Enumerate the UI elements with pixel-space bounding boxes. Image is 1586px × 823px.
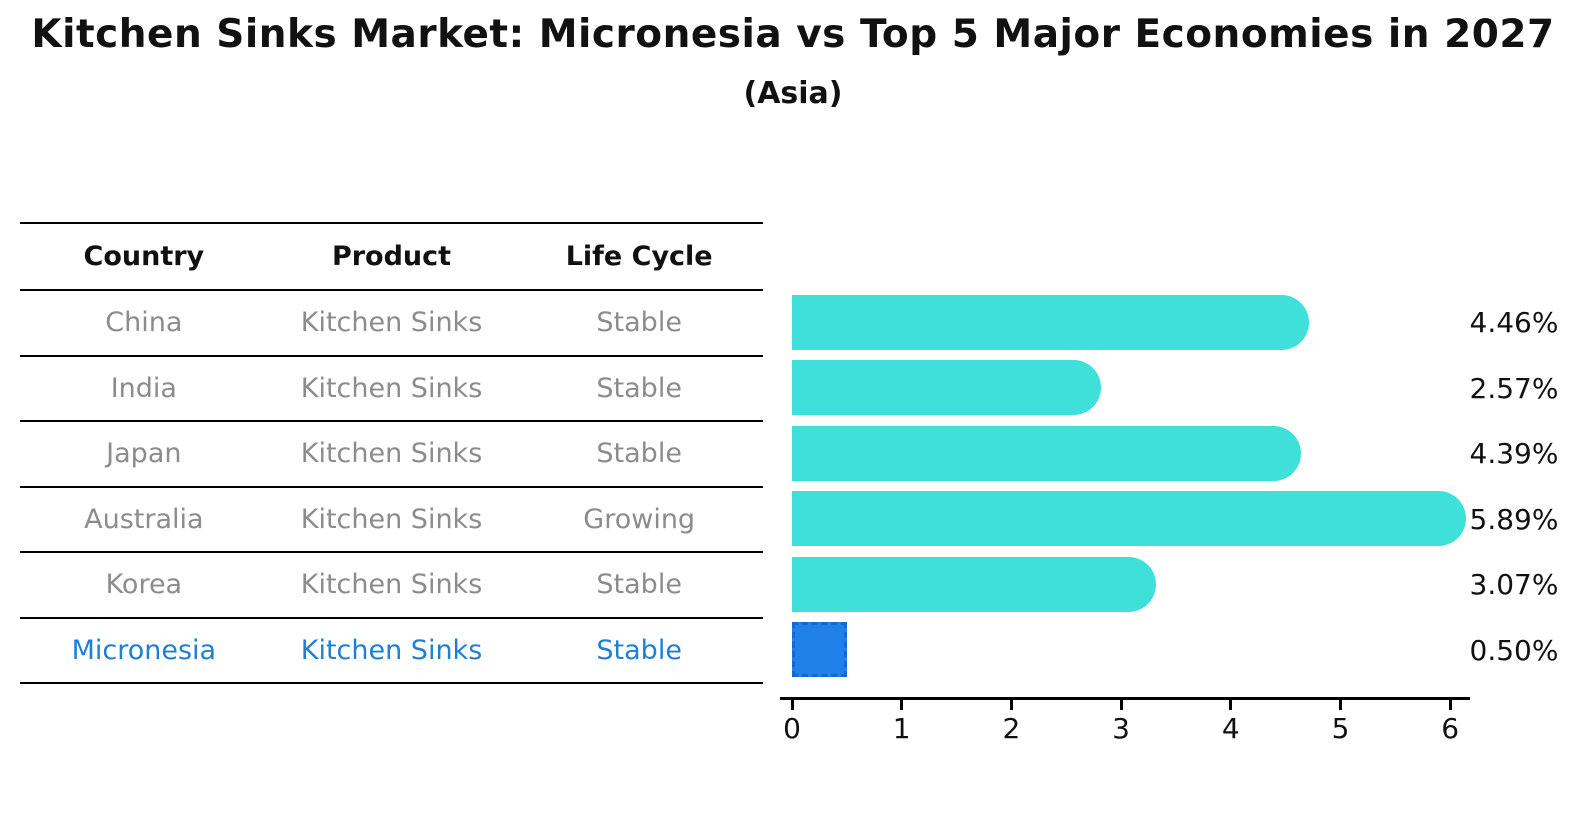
cell-product: Kitchen Sinks: [300, 503, 483, 535]
table-row-india: India Kitchen Sinks Stable: [20, 357, 763, 422]
bar-china: [792, 294, 1309, 350]
bar-australia: [792, 491, 1466, 546]
x-axis-tick-label-0: 0: [783, 712, 801, 745]
cell-product: Kitchen Sinks: [300, 307, 483, 339]
column-header-country: Country: [83, 241, 205, 272]
bar-value-label-australia: 5.89%: [1469, 502, 1559, 536]
x-axis-tick-label-1: 1: [892, 712, 911, 745]
x-axis-tick-5: [1339, 699, 1342, 710]
x-axis-tick-1: [900, 699, 904, 710]
bar-india: [792, 360, 1102, 415]
x-axis-tick-2: [1009, 699, 1013, 710]
cell-life-cycle: Stable: [596, 634, 682, 666]
cell-country: Korea: [105, 569, 183, 601]
x-axis-tick-6: [1448, 699, 1452, 710]
cell-country: Micronesia: [71, 634, 217, 666]
cell-country: Australia: [84, 503, 204, 535]
bar-value-label-china: 4.46%: [1469, 306, 1559, 339]
x-axis-tick-3: [1119, 699, 1123, 710]
chart-title: Kitchen Sinks Market: Micronesia vs Top …: [31, 12, 1555, 57]
cell-product: Kitchen Sinks: [300, 438, 483, 470]
cell-life-cycle: Stable: [596, 372, 682, 404]
x-axis-tick-4: [1229, 699, 1233, 710]
cell-country: Japan: [106, 438, 182, 470]
x-axis-tick-0: [790, 699, 794, 710]
bar-value-label-micronesia: 0.50%: [1469, 633, 1559, 667]
cell-life-cycle: Growing: [583, 503, 696, 535]
cell-product: Kitchen Sinks: [300, 569, 483, 601]
x-axis-tick-label-3: 3: [1112, 712, 1130, 745]
bar-micronesia: [792, 622, 847, 677]
x-axis-line: [780, 697, 1470, 700]
x-axis-tick-label-2: 2: [1002, 712, 1021, 745]
table-header-row: Country Product Life Cycle: [20, 222, 763, 291]
table-row-china: China Kitchen Sinks Stable: [20, 291, 763, 357]
cell-country: India: [110, 372, 177, 404]
chart-subtitle: (Asia): [743, 76, 843, 111]
column-header-life-cycle: Life Cycle: [565, 241, 713, 272]
bar-japan: [792, 425, 1302, 481]
table-row-japan: Japan Kitchen Sinks Stable: [20, 422, 763, 488]
cell-life-cycle: Stable: [596, 569, 682, 601]
cell-country: China: [105, 307, 183, 339]
country-table: Country Product Life Cycle China Kitchen…: [20, 222, 763, 684]
bar-value-label-japan: 4.39%: [1469, 437, 1559, 470]
bar-value-label-korea: 3.07%: [1469, 568, 1559, 601]
bar-korea: [792, 556, 1157, 612]
x-axis-tick-label-4: 4: [1221, 712, 1240, 745]
bar-value-label-india: 2.57%: [1469, 371, 1559, 405]
table-row-australia: Australia Kitchen Sinks Growing: [20, 488, 763, 553]
column-header-product: Product: [331, 241, 452, 272]
cell-life-cycle: Stable: [596, 438, 682, 470]
table-row-korea: Korea Kitchen Sinks Stable: [20, 553, 763, 619]
x-axis-tick-label-5: 5: [1331, 712, 1350, 745]
cell-life-cycle: Stable: [596, 307, 682, 339]
cell-product: Kitchen Sinks: [300, 372, 483, 404]
table-row-micronesia: Micronesia Kitchen Sinks Stable: [20, 619, 763, 684]
cell-product: Kitchen Sinks: [300, 634, 483, 666]
x-axis-tick-label-6: 6: [1441, 712, 1460, 745]
